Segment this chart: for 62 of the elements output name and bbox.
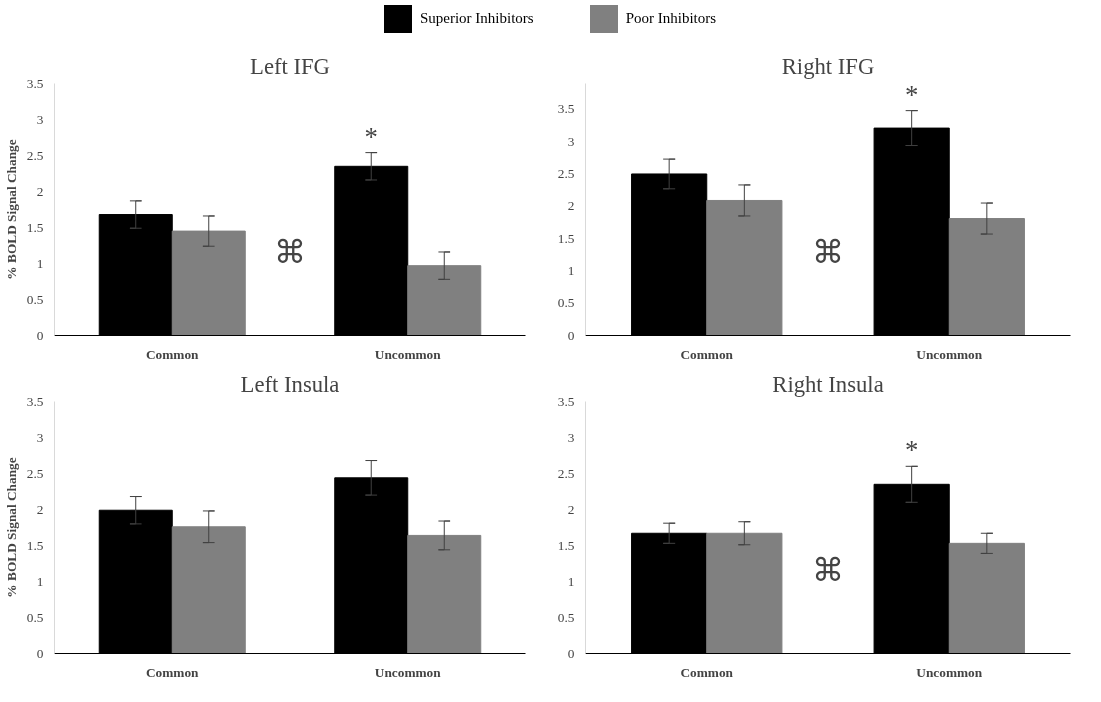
x-tick-label: Uncommon xyxy=(916,346,983,362)
x-tick-label: Common xyxy=(680,664,734,680)
y-tick-label: 0.5 xyxy=(26,609,44,625)
y-tick-label: 1 xyxy=(567,262,575,278)
y-tick-label: 1 xyxy=(567,573,575,589)
y-tick-label: 0.5 xyxy=(557,295,575,311)
annotation: * xyxy=(905,79,919,110)
y-tick-label: 0 xyxy=(36,327,44,343)
y-tick-label: 3.5 xyxy=(26,393,44,409)
y-tick-label: 2.5 xyxy=(557,465,575,481)
y-tick-label: 1 xyxy=(36,573,44,589)
y-tick-label: 1.5 xyxy=(557,230,575,246)
y-tick-label: 0 xyxy=(567,327,575,343)
y-tick-label: 2.5 xyxy=(26,147,44,163)
annotation: ⌘ xyxy=(812,550,844,589)
y-tick-label: 2 xyxy=(567,501,575,517)
bar xyxy=(948,542,1025,654)
chart-title: Right Insula xyxy=(772,371,884,397)
y-tick-label: 0 xyxy=(36,645,44,661)
bar xyxy=(706,199,783,336)
y-axis-title: % BOLD Signal Change xyxy=(3,457,19,598)
annotation: ⌘ xyxy=(274,232,306,271)
x-tick-label: Uncommon xyxy=(916,664,983,680)
y-tick-label: 2 xyxy=(36,183,44,199)
bar xyxy=(171,526,246,654)
chart-title: Right IFG xyxy=(781,53,875,79)
y-tick-label: 0.5 xyxy=(26,291,44,307)
bar xyxy=(407,265,482,336)
y-axis-title: % BOLD Signal Change xyxy=(3,139,19,280)
x-tick-label: Uncommon xyxy=(374,346,442,362)
x-tick-label: Common xyxy=(680,346,734,362)
bar xyxy=(948,218,1025,336)
y-tick-label: 3 xyxy=(567,429,575,445)
annotation: * xyxy=(905,435,919,466)
chart-title: Left IFG xyxy=(250,53,330,79)
x-tick-label: Common xyxy=(145,346,200,362)
y-tick-label: 3 xyxy=(36,429,44,445)
y-tick-label: 1.5 xyxy=(26,219,44,235)
bar xyxy=(171,230,246,336)
y-tick-label: 3.5 xyxy=(557,101,575,117)
bar xyxy=(706,532,783,654)
y-tick-label: 0.5 xyxy=(557,609,575,625)
annotation: * xyxy=(364,121,378,152)
y-tick-label: 3 xyxy=(567,133,575,149)
y-tick-label: 1.5 xyxy=(557,537,575,553)
y-tick-label: 1 xyxy=(36,255,44,271)
bar xyxy=(407,534,482,654)
y-tick-label: 2 xyxy=(36,501,44,517)
y-tick-label: 1.5 xyxy=(26,537,44,553)
annotation: ⌘ xyxy=(812,232,844,271)
y-tick-label: 2.5 xyxy=(557,165,575,181)
chart-title: Left Insula xyxy=(240,371,340,397)
y-tick-label: 2.5 xyxy=(26,465,44,481)
y-tick-label: 0 xyxy=(567,645,575,661)
y-tick-label: 3.5 xyxy=(26,75,44,91)
x-tick-label: Common xyxy=(145,664,200,680)
y-tick-label: 2 xyxy=(567,198,575,214)
x-tick-label: Uncommon xyxy=(374,664,442,680)
legend-label: Poor Inhibitors xyxy=(625,9,717,29)
y-tick-label: 3 xyxy=(36,111,44,127)
y-tick-label: 3.5 xyxy=(557,393,575,409)
legend-label: Superior Inhibitors xyxy=(419,9,534,29)
